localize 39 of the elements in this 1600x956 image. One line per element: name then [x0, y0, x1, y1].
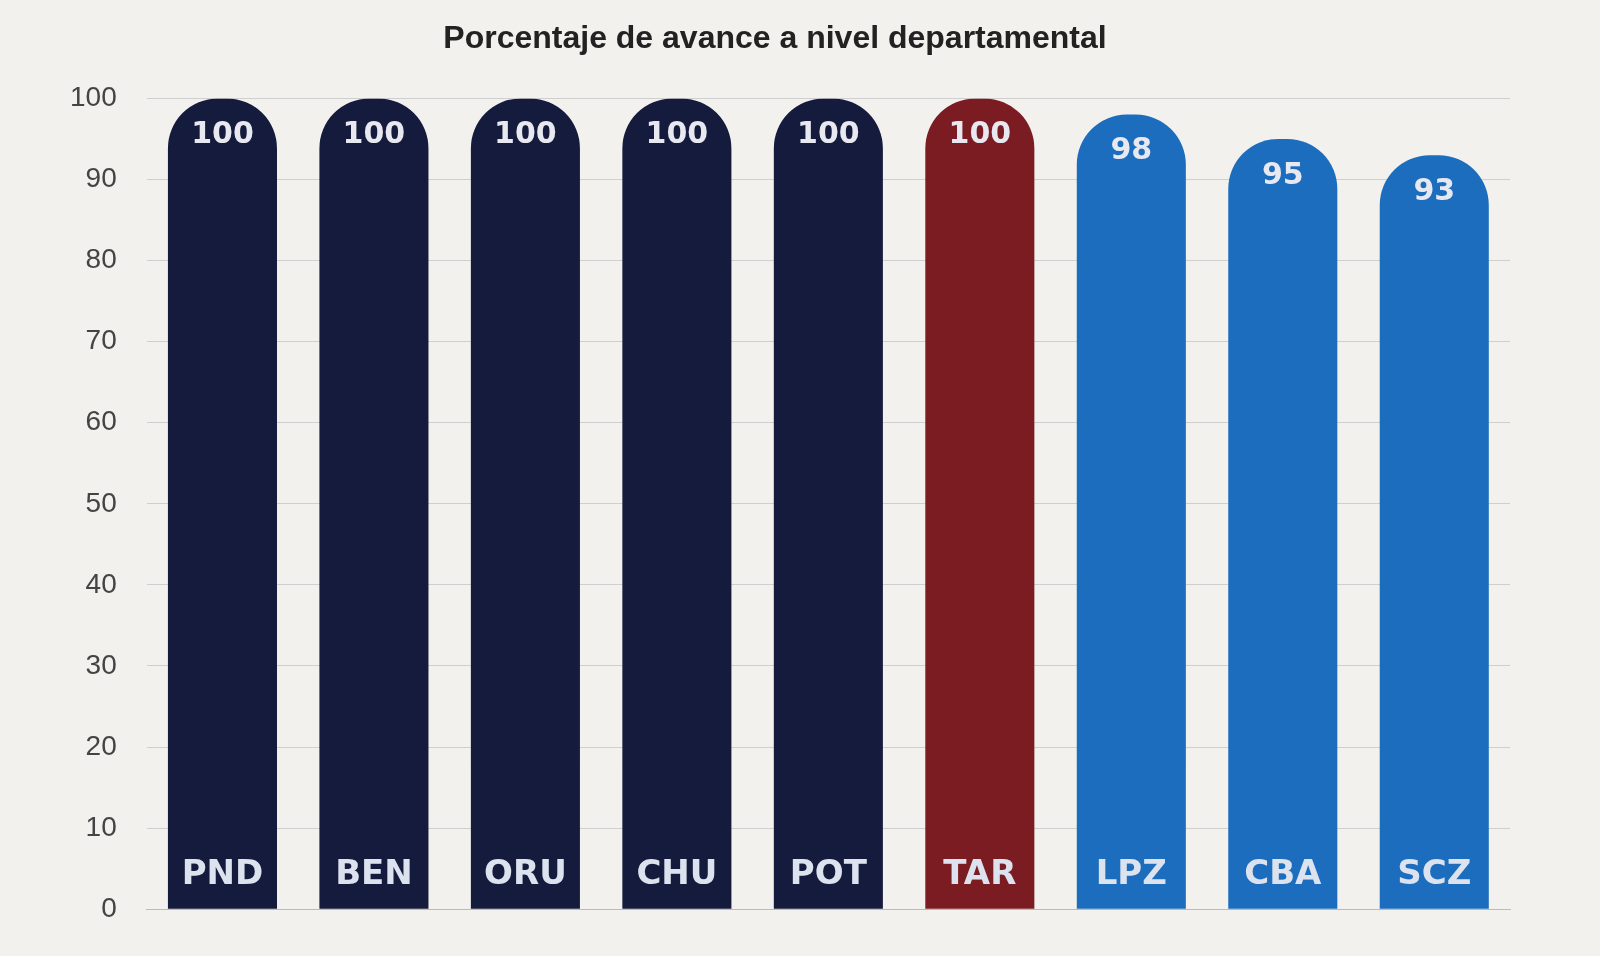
- y-tick-label: 80: [85, 243, 117, 275]
- x-tick-label: CBA: [1244, 852, 1323, 893]
- bar: [622, 98, 732, 909]
- x-tick-label: CHU: [636, 852, 718, 893]
- x-tick-label: SCZ: [1397, 852, 1472, 893]
- bar: [773, 98, 883, 909]
- y-tick-label: 40: [85, 567, 117, 599]
- bar: [925, 98, 1035, 909]
- x-tick-label: BEN: [335, 852, 413, 893]
- y-tick-label: 90: [85, 162, 117, 194]
- data-label: 100: [191, 115, 254, 151]
- data-label: 98: [1110, 131, 1153, 167]
- data-label: 100: [797, 115, 860, 151]
- chart-title: Porcentaje de avance a nivel departamental: [443, 19, 1107, 56]
- bar: [470, 98, 580, 909]
- x-tick-label: PND: [181, 852, 264, 893]
- y-tick-label: 50: [85, 486, 117, 518]
- bar: [167, 98, 277, 909]
- x-tick-label: LPZ: [1095, 852, 1167, 893]
- data-label: 100: [948, 115, 1012, 151]
- y-tick-label: 10: [85, 810, 117, 842]
- y-tick-label: 0: [101, 891, 117, 923]
- data-label: 100: [494, 115, 557, 151]
- bar: [1379, 155, 1489, 909]
- data-label: 100: [645, 115, 709, 151]
- bar: [319, 98, 429, 909]
- x-tick-label: ORU: [484, 852, 567, 893]
- y-tick-label: 30: [85, 648, 117, 680]
- y-tick-label: 100: [70, 81, 117, 113]
- data-label: 100: [342, 115, 406, 151]
- y-tick-label: 60: [85, 405, 117, 437]
- bar: [1228, 138, 1338, 909]
- data-label: 93: [1413, 171, 1456, 207]
- bar: [1076, 114, 1186, 909]
- x-tick-label: POT: [789, 852, 868, 893]
- x-tick-label: TAR: [943, 852, 1017, 893]
- y-tick-label: 20: [85, 729, 117, 761]
- y-tick-label: 70: [85, 324, 117, 356]
- data-label: 95: [1261, 155, 1304, 191]
